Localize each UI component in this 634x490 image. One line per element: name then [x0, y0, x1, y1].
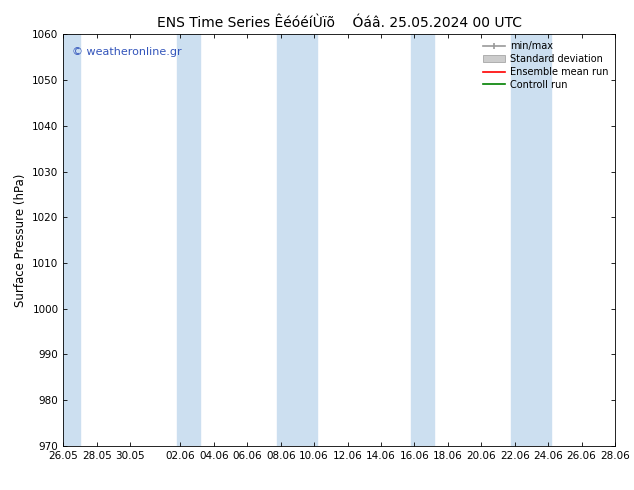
Bar — [512, 34, 552, 446]
Bar — [63, 34, 80, 446]
Bar — [277, 34, 318, 446]
Title: ENS Time Series ÊéóéíÙïõ    Óáâ. 25.05.2024 00 UTC: ENS Time Series ÊéóéíÙïõ Óáâ. 25.05.2024… — [157, 16, 522, 30]
Bar — [411, 34, 434, 446]
Y-axis label: Surface Pressure (hPa): Surface Pressure (hPa) — [14, 173, 27, 307]
Text: © weatheronline.gr: © weatheronline.gr — [72, 47, 181, 57]
Legend: min/max, Standard deviation, Ensemble mean run, Controll run: min/max, Standard deviation, Ensemble me… — [481, 39, 610, 92]
Bar — [177, 34, 200, 446]
